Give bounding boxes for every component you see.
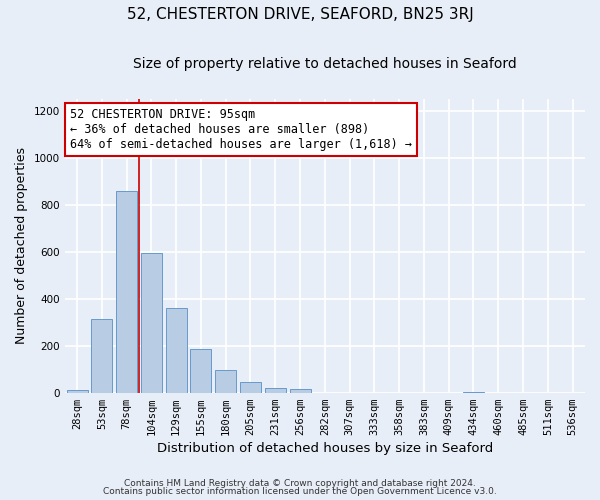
Bar <box>91 318 112 392</box>
Bar <box>190 349 211 393</box>
Bar <box>290 388 311 392</box>
Bar <box>116 190 137 392</box>
Y-axis label: Number of detached properties: Number of detached properties <box>15 148 28 344</box>
Text: 52 CHESTERTON DRIVE: 95sqm
← 36% of detached houses are smaller (898)
64% of sem: 52 CHESTERTON DRIVE: 95sqm ← 36% of deta… <box>70 108 412 151</box>
Title: Size of property relative to detached houses in Seaford: Size of property relative to detached ho… <box>133 58 517 71</box>
Bar <box>67 390 88 392</box>
Text: Contains public sector information licensed under the Open Government Licence v3: Contains public sector information licen… <box>103 487 497 496</box>
Bar <box>166 308 187 392</box>
Text: Contains HM Land Registry data © Crown copyright and database right 2024.: Contains HM Land Registry data © Crown c… <box>124 478 476 488</box>
Bar <box>240 382 261 392</box>
Bar <box>141 253 162 392</box>
Bar <box>265 388 286 392</box>
X-axis label: Distribution of detached houses by size in Seaford: Distribution of detached houses by size … <box>157 442 493 455</box>
Bar <box>215 370 236 392</box>
Text: 52, CHESTERTON DRIVE, SEAFORD, BN25 3RJ: 52, CHESTERTON DRIVE, SEAFORD, BN25 3RJ <box>127 8 473 22</box>
